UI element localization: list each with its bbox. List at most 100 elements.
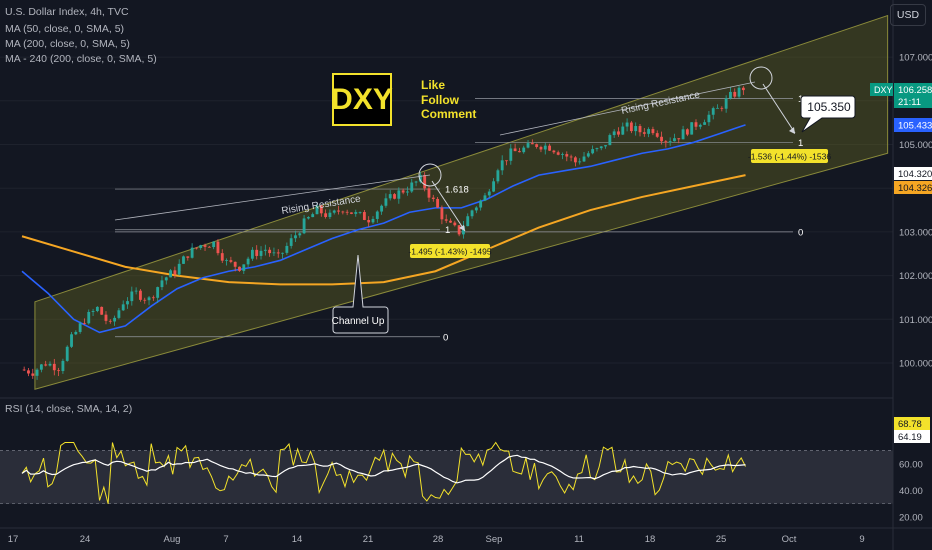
candle-body bbox=[164, 277, 168, 281]
candle-body bbox=[621, 126, 625, 135]
candle-body bbox=[242, 264, 246, 271]
channel-up-label: Channel Up bbox=[332, 316, 385, 327]
candle-body bbox=[664, 141, 668, 143]
rsi-levels bbox=[0, 450, 893, 505]
candle-body bbox=[207, 246, 211, 248]
candle-body bbox=[694, 122, 698, 127]
time-tick-label: 14 bbox=[292, 534, 303, 545]
cta-comment: Comment bbox=[421, 107, 477, 121]
candle-body bbox=[729, 91, 732, 99]
candle-body bbox=[492, 181, 496, 192]
candle-body bbox=[517, 151, 521, 153]
candles bbox=[22, 85, 745, 380]
candle-body bbox=[634, 126, 638, 132]
candle-body bbox=[427, 188, 431, 198]
candle-body bbox=[375, 211, 379, 219]
candle-body bbox=[100, 306, 104, 315]
candle-body bbox=[216, 241, 220, 254]
candle-body bbox=[345, 211, 349, 213]
candle-body bbox=[724, 98, 728, 109]
candle-body bbox=[380, 205, 384, 212]
candle-body bbox=[388, 194, 392, 199]
time-tick-label: 24 bbox=[80, 534, 91, 545]
candle-body bbox=[526, 143, 530, 148]
last-price-tag bbox=[894, 83, 932, 108]
candle-body bbox=[698, 124, 702, 127]
rsi-title[interactable]: RSI (14, close, SMA, 14, 2) bbox=[5, 403, 133, 415]
candle-body bbox=[194, 247, 198, 249]
symbol-title[interactable]: U.S. Dollar Index, 4h, TVC bbox=[5, 6, 129, 18]
candle-body bbox=[513, 148, 517, 152]
candle-body bbox=[255, 249, 259, 256]
candle-body bbox=[324, 213, 328, 217]
candle-body bbox=[113, 317, 117, 322]
candle-body bbox=[496, 170, 500, 182]
cta-follow: Follow bbox=[421, 92, 459, 107]
time-tick-label: 11 bbox=[574, 534, 584, 545]
rising-resistance-line-2 bbox=[499, 81, 756, 136]
candle-body bbox=[414, 181, 418, 183]
price-tick-label: 105.000 bbox=[899, 140, 932, 151]
candle-body bbox=[453, 222, 457, 226]
currency-button[interactable]: USD bbox=[890, 4, 926, 26]
candle-body bbox=[642, 132, 646, 134]
candle-body bbox=[139, 290, 142, 300]
candle-body bbox=[401, 190, 405, 193]
candle-body bbox=[690, 122, 694, 135]
rsi-tick-label: 40.00 bbox=[899, 486, 923, 497]
indicator-ma200[interactable]: MA (200, close, 0, SMA, 5) bbox=[5, 38, 130, 50]
candle-body bbox=[263, 249, 267, 251]
candle-body bbox=[238, 266, 241, 271]
candle-body bbox=[27, 370, 30, 374]
candle-body bbox=[578, 161, 582, 163]
time-tick-label: 9 bbox=[859, 534, 864, 545]
candle-body bbox=[617, 131, 620, 135]
time-axis[interactable]: 17 24 Aug 7 14 21 28 Sep 11 18 25 Oct 9 bbox=[8, 534, 865, 545]
candle-body bbox=[474, 207, 478, 211]
candle-body bbox=[462, 226, 465, 235]
arrow-head-2 bbox=[789, 127, 795, 134]
candle-body bbox=[522, 147, 526, 153]
candle-body bbox=[720, 107, 724, 109]
candle-body bbox=[384, 198, 388, 206]
candle-body bbox=[143, 299, 147, 301]
candle-body bbox=[39, 364, 43, 370]
candle-body bbox=[289, 238, 293, 246]
candle-body bbox=[681, 129, 685, 140]
candle-body bbox=[130, 291, 134, 302]
candle-body bbox=[647, 129, 651, 134]
candle-body bbox=[250, 249, 254, 259]
candle-body bbox=[74, 331, 78, 335]
candle-body bbox=[182, 256, 185, 264]
candle-body bbox=[595, 148, 599, 150]
cta-like: Like bbox=[421, 78, 446, 92]
candle-body bbox=[500, 160, 504, 171]
candle-body bbox=[711, 108, 715, 115]
candle-body bbox=[259, 250, 263, 256]
candle-body bbox=[298, 233, 302, 236]
candle-body bbox=[212, 241, 216, 248]
candle-body bbox=[203, 245, 207, 247]
candle-body bbox=[655, 133, 659, 137]
candle-body bbox=[604, 145, 607, 147]
candle-body bbox=[362, 212, 366, 220]
candle-body bbox=[685, 129, 689, 135]
indicator-ma240[interactable]: MA - 240 (200, close, 0, SMA, 5) bbox=[5, 53, 157, 65]
time-tick-label: 25 bbox=[716, 534, 727, 545]
ma200-line bbox=[21, 174, 746, 286]
candle-body bbox=[608, 135, 612, 146]
candle-body bbox=[190, 247, 194, 258]
candle-body bbox=[716, 107, 719, 109]
rsi-ma-line bbox=[21, 454, 746, 484]
candle-body bbox=[121, 304, 125, 311]
candle-body bbox=[423, 175, 427, 189]
time-tick-label: 28 bbox=[433, 534, 444, 545]
candle-body bbox=[668, 141, 672, 143]
indicator-ma50[interactable]: MA (50, close, 0, SMA, 5) bbox=[5, 23, 125, 35]
candle-body bbox=[737, 87, 741, 97]
price-tick-label: 100.000 bbox=[899, 359, 932, 370]
candle-body bbox=[612, 131, 616, 136]
